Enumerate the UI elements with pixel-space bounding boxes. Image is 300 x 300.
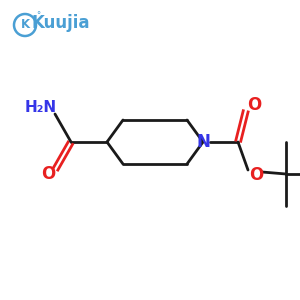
- Text: O: O: [247, 96, 261, 114]
- Text: O: O: [249, 166, 263, 184]
- Text: K: K: [20, 19, 30, 32]
- Text: N: N: [196, 133, 210, 151]
- Text: O: O: [41, 165, 55, 183]
- Text: Kuujia: Kuujia: [32, 14, 90, 32]
- Text: H₂N: H₂N: [25, 100, 57, 115]
- Text: °: °: [36, 11, 40, 20]
